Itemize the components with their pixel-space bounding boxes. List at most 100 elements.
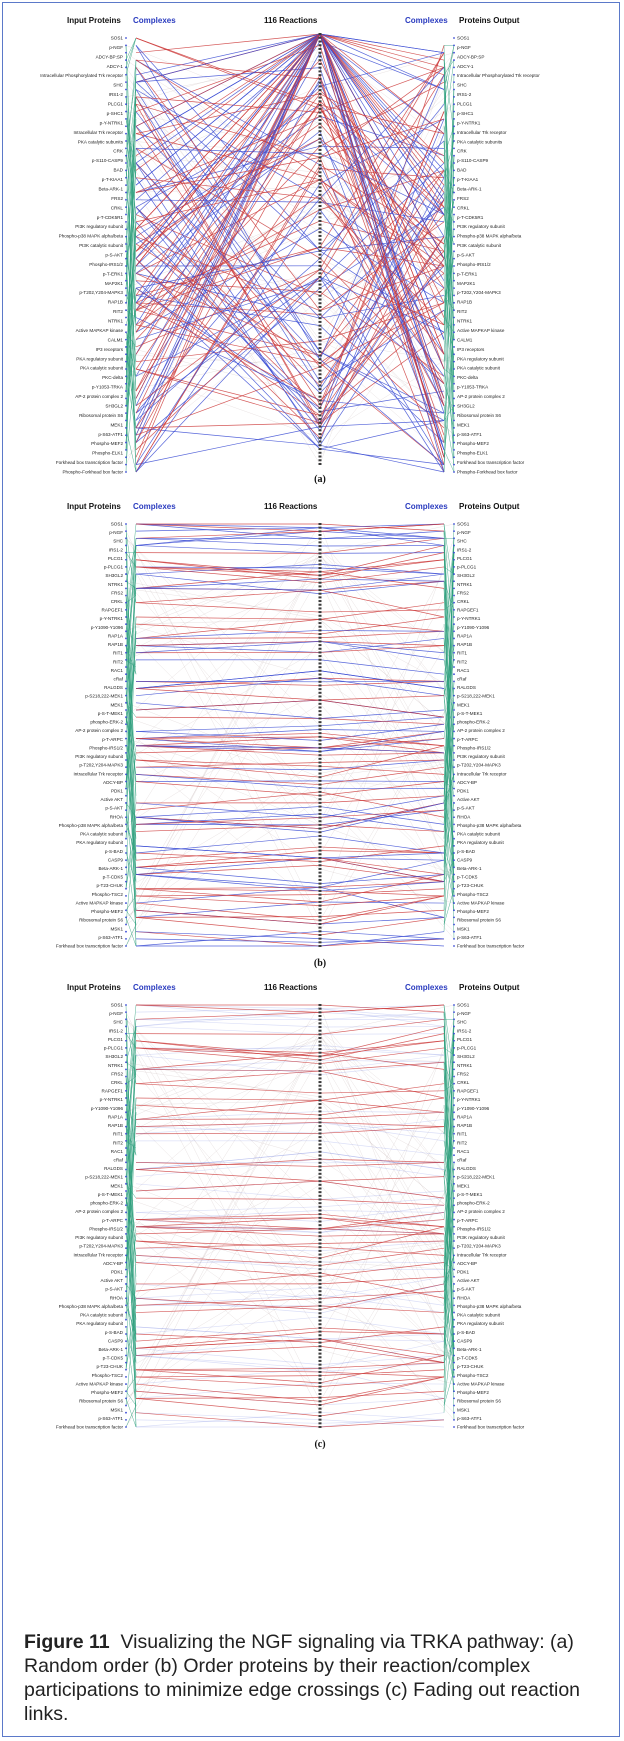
protein-node-output <box>453 523 455 525</box>
protein-node-input <box>125 140 127 142</box>
protein-node-output <box>453 206 455 209</box>
protein-label-input: p-S-T-MEK1 <box>98 1192 124 1197</box>
reaction-link <box>319 1228 445 1235</box>
reaction-node <box>318 706 322 709</box>
reaction-link <box>135 269 321 407</box>
reaction-link <box>319 1290 445 1307</box>
reaction-node <box>318 1407 322 1410</box>
reaction-node <box>318 302 322 305</box>
reaction-link <box>319 552 445 554</box>
caption-text: Visualizing the NGF signaling via TRKA p… <box>24 1631 581 1725</box>
reaction-node <box>318 126 322 129</box>
protein-label-input: p-S218,222-MEK1 <box>85 694 123 699</box>
reaction-link <box>319 523 445 532</box>
reaction-link <box>135 138 321 245</box>
reaction-link <box>319 723 445 741</box>
complex-link <box>443 405 455 421</box>
reaction-link <box>319 1190 445 1200</box>
reaction-node <box>318 1334 322 1337</box>
reaction-node <box>318 257 322 260</box>
reaction-link <box>135 427 321 446</box>
protein-label-output: p-T-CDK5 <box>457 1356 478 1361</box>
protein-node-output <box>453 375 455 378</box>
protein-node-output <box>453 95 455 98</box>
reaction-node <box>318 592 322 595</box>
reaction-node <box>318 1110 322 1113</box>
reaction-node <box>318 1341 322 1344</box>
reaction-link <box>135 813 321 825</box>
complex-link <box>125 538 137 639</box>
reaction-link <box>135 1369 321 1373</box>
link-faint <box>319 1226 455 1255</box>
reaction-link <box>135 1219 321 1230</box>
protein-label-input: PKA regulatory subunit <box>76 356 123 361</box>
complex-link <box>125 602 137 875</box>
protein-node-output <box>453 1047 455 1049</box>
reaction-link <box>135 1298 321 1306</box>
reaction-node <box>318 757 322 760</box>
reaction-link <box>319 1008 445 1027</box>
reaction-link <box>135 1004 321 1010</box>
protein-label-output: ADCY-1 <box>457 64 474 69</box>
reaction-link <box>135 1122 321 1135</box>
reaction-link <box>319 1048 445 1056</box>
reaction-link <box>135 759 321 767</box>
reaction-node <box>318 148 322 151</box>
complex-link <box>125 1190 137 1320</box>
protein-label-output: p-PLCG1 <box>457 1046 477 1051</box>
reaction-link <box>319 732 445 747</box>
protein-label-input: IRS1-2 <box>109 547 124 552</box>
protein-node-input <box>125 1297 127 1300</box>
complex-link <box>125 118 137 171</box>
complex-link <box>125 552 137 568</box>
protein-node-output <box>453 1211 455 1214</box>
protein-label-input: SOS1 <box>111 522 124 527</box>
complex-link <box>125 588 137 854</box>
reaction-node <box>318 809 322 812</box>
reaction-node <box>318 1040 322 1043</box>
reaction-link <box>135 276 321 377</box>
reaction-node <box>318 459 322 462</box>
protein-label-input: CRKL <box>111 599 124 604</box>
complex-link <box>125 60 137 164</box>
protein-node-input <box>125 895 127 897</box>
protein-label-input: Active AKT <box>101 1278 124 1283</box>
link-faint <box>319 725 455 832</box>
reaction-link <box>135 340 321 363</box>
reaction-link <box>319 1419 445 1428</box>
reaction-node <box>318 1403 322 1406</box>
reaction-node <box>318 455 322 458</box>
protein-label-input: Phospho-MEF2 <box>91 909 123 914</box>
protein-node-input <box>125 412 127 415</box>
reaction-node <box>318 897 322 900</box>
reaction-node <box>318 205 322 207</box>
reaction-node <box>318 889 322 892</box>
complex-link <box>125 917 137 947</box>
protein-node-output <box>453 616 455 618</box>
reaction-link <box>319 33 445 473</box>
reaction-link <box>135 1210 321 1220</box>
reaction-node <box>318 589 322 592</box>
reaction-link <box>135 835 321 854</box>
link-faint <box>125 1280 321 1406</box>
protein-node-input <box>125 1139 127 1142</box>
reaction-link <box>135 1162 321 1167</box>
complex-link <box>125 1083 137 1356</box>
complex-link <box>125 638 137 789</box>
complex-link <box>125 37 137 68</box>
reaction-link <box>135 276 321 473</box>
protein-node-input <box>125 162 127 164</box>
reaction-link <box>135 816 321 829</box>
reaction-link <box>135 552 321 554</box>
complex-link <box>443 170 455 428</box>
link-faint <box>125 1056 321 1235</box>
reaction-link <box>319 33 445 414</box>
protein-node-output <box>453 1418 455 1421</box>
protein-label-input: BAD <box>114 168 124 173</box>
reaction-node <box>318 1389 322 1392</box>
protein-label-output: p-S-AKT <box>457 1287 475 1292</box>
protein-node-input <box>125 1325 127 1328</box>
link-faint <box>125 745 321 910</box>
protein-node-input <box>125 1068 127 1071</box>
reaction-link <box>135 759 321 778</box>
